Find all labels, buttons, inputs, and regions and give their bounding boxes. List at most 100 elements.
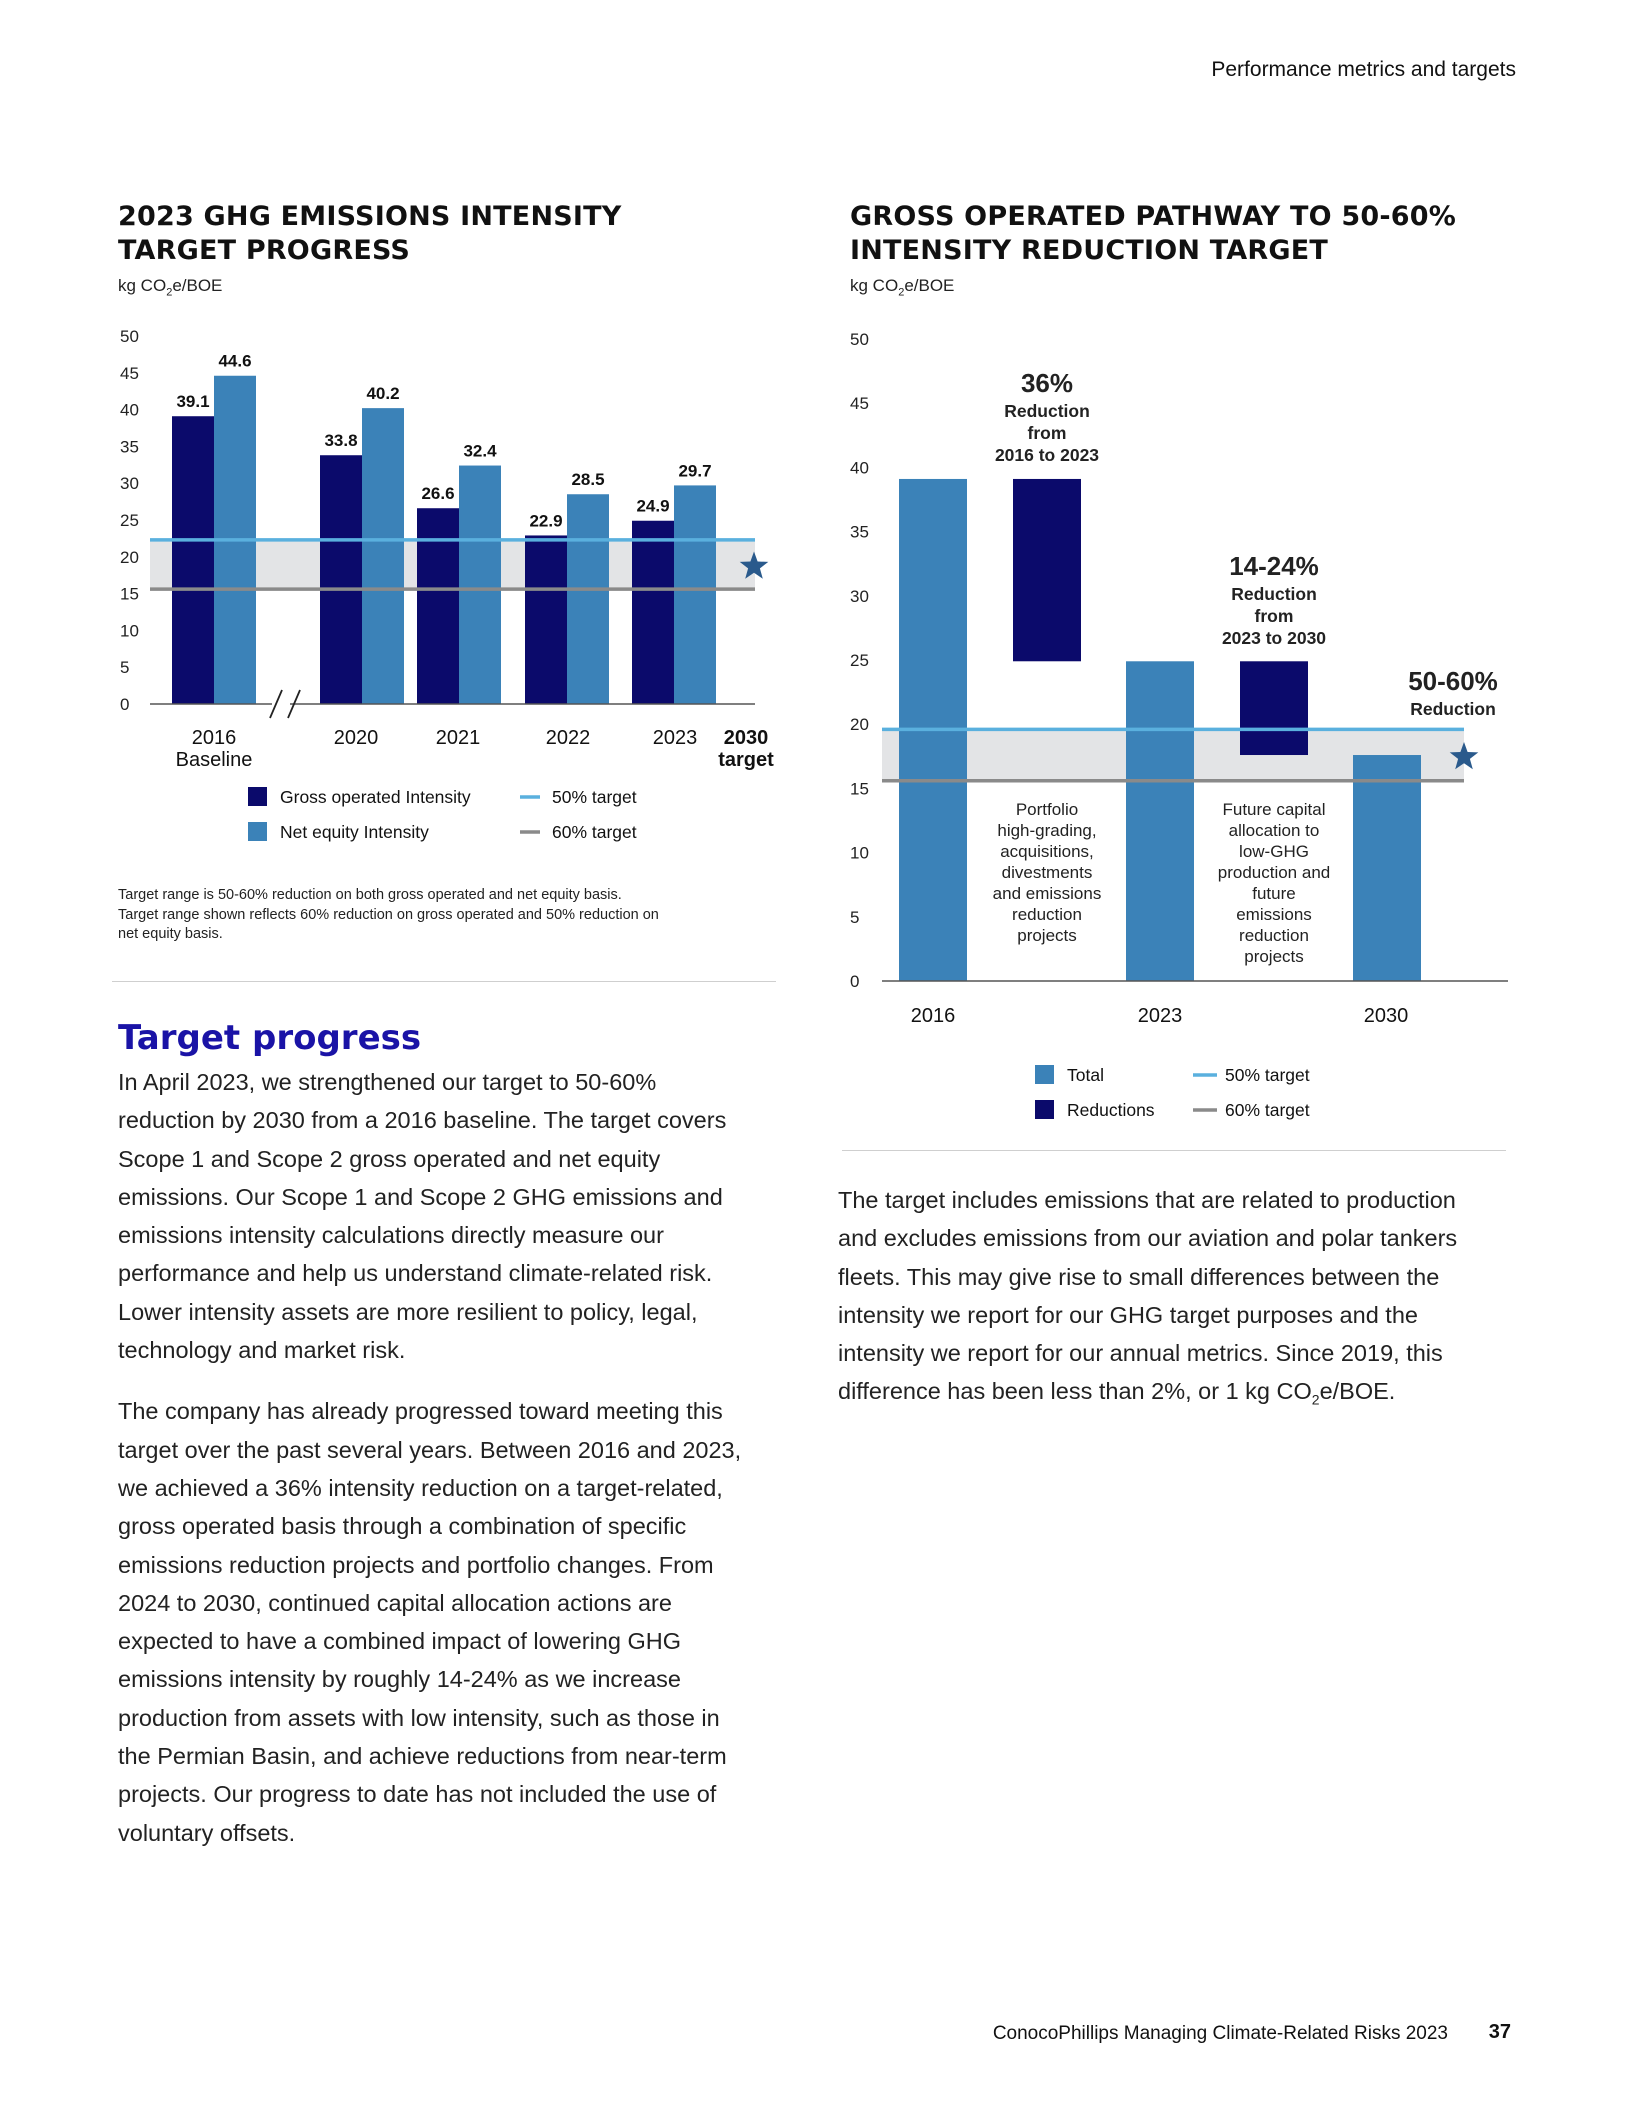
bar-note-text: reduction xyxy=(1012,905,1082,924)
text-line: emissions intensity calculations directl… xyxy=(118,1222,664,1249)
annotation-text: from xyxy=(1028,423,1067,443)
legend-swatch xyxy=(1035,1100,1054,1119)
gross-operated-bar xyxy=(172,416,214,704)
y-tick-label: 35 xyxy=(120,437,139,456)
x-tick-label: target xyxy=(718,749,774,771)
legend-label: 50% target xyxy=(1225,1065,1310,1085)
text-line: reduction by 2030 from a 2016 baseline. … xyxy=(118,1107,727,1134)
bar-note-text: allocation to xyxy=(1229,821,1320,840)
net-equity-bar xyxy=(362,408,404,704)
text-line: intensity we report for our annual metri… xyxy=(838,1340,1443,1367)
y-tick-label: 0 xyxy=(120,695,129,714)
data-label: 29.7 xyxy=(678,461,711,480)
bar-note-text: low-GHG xyxy=(1239,842,1309,861)
text-line: technology and market risk. xyxy=(118,1337,406,1364)
bar-note-text: reduction xyxy=(1239,926,1309,945)
y-tick-label: 45 xyxy=(850,394,869,413)
legend-label: 60% target xyxy=(1225,1100,1310,1120)
y-tick-label: 40 xyxy=(120,401,139,420)
left-chart: 0 5 10 15 20 25 30 35 40 45 50 39.1 33.8 26.6 22.9 24.9… xyxy=(120,327,774,842)
y-tick-label: 30 xyxy=(850,587,869,606)
gross-operated-bar xyxy=(525,535,567,704)
bar-note-text: divestments xyxy=(1002,863,1093,882)
x-tick-label: 2023 xyxy=(653,727,698,749)
text-line: In April 2023, we strengthened our targe… xyxy=(118,1069,657,1095)
text-line: The company has already progressed towar… xyxy=(118,1398,723,1425)
bar-note-text: high-grading, xyxy=(997,821,1096,840)
annotation-text: 2016 to 2023 xyxy=(995,445,1099,465)
axis-break-mark xyxy=(269,689,283,719)
bar-note-text: acquisitions, xyxy=(1000,842,1094,861)
x-tick-label: 2030 xyxy=(724,727,769,749)
y-tick-label: 25 xyxy=(850,651,869,670)
y-tick-label: 40 xyxy=(850,458,869,477)
text-line: emissions reduction projects and portfol… xyxy=(118,1551,714,1578)
annotation-percent: 14-24% xyxy=(1229,551,1319,581)
y-tick-label: 50 xyxy=(120,327,139,346)
text-line: The target includes emissions that are r… xyxy=(838,1187,1456,1213)
note-line: Target range is 50-60% reduction on both… xyxy=(118,887,622,903)
paragraph: In April 2023, we strengthened our targe… xyxy=(118,1063,798,1369)
legend-label: Net equity Intensity xyxy=(280,822,429,842)
x-tick-label: 2016 xyxy=(192,727,237,749)
y-tick-label: 50 xyxy=(850,330,869,349)
bar-note-text: Future capital xyxy=(1223,800,1326,819)
legend-swatch xyxy=(1035,1065,1054,1084)
left-chart-notes: Target range is 50-60% reduction on both… xyxy=(118,886,798,945)
legend-label: Gross operated Intensity xyxy=(280,787,471,807)
text-line: fleets. This may give rise to small diff… xyxy=(838,1263,1440,1290)
right-chart-unit: kg CO2e/BOE xyxy=(850,276,955,299)
legend-label: Total xyxy=(1067,1065,1104,1085)
data-label: 44.6 xyxy=(218,352,251,371)
legend-label: 50% target xyxy=(552,787,637,807)
text-line: 2024 to 2030, continued capital allocati… xyxy=(118,1589,672,1616)
target-progress-body: In April 2023, we strengthened our targe… xyxy=(118,1063,798,1875)
text-line: difference has been less than 2%, or 1 k… xyxy=(838,1378,1396,1409)
x-tick-label: 2023 xyxy=(1138,1005,1183,1027)
annotation-text: Reduction xyxy=(1410,699,1496,719)
y-tick-label: 45 xyxy=(120,364,139,383)
bar-note-text: emissions xyxy=(1236,905,1312,924)
text-line: Lower intensity assets are more resilien… xyxy=(118,1298,698,1325)
text-line: we achieved a 36% intensity reduction on… xyxy=(118,1474,723,1501)
bar-note-text: future xyxy=(1252,884,1295,903)
text-line: Scope 1 and Scope 2 gross operated and n… xyxy=(118,1145,661,1172)
annotation-text: Reduction xyxy=(1004,401,1090,421)
right-chart-title: GROSS OPERATED PATHWAY TO 50-60% INTENSI… xyxy=(850,201,1456,266)
data-label: 39.1 xyxy=(176,392,209,411)
data-label: 28.5 xyxy=(571,470,604,489)
page-header: Performance metrics and targets xyxy=(1211,58,1516,81)
data-label: 22.9 xyxy=(529,511,562,530)
annotation-text: 2023 to 2030 xyxy=(1222,628,1326,648)
text-line: emissions. Our Scope 1 and Scope 2 GHG e… xyxy=(118,1183,723,1210)
right-divider xyxy=(842,1150,1506,1151)
legend-swatch xyxy=(248,822,267,841)
bar-note-text: Portfolio xyxy=(1016,800,1078,819)
text-line: projects. Our progress to date has not i… xyxy=(118,1781,717,1808)
text-line: production from assets with low intensit… xyxy=(118,1704,720,1731)
x-tick-label: 2022 xyxy=(546,727,591,749)
total-bar xyxy=(1126,661,1194,981)
gross-operated-bar xyxy=(320,455,362,704)
data-label: 32.4 xyxy=(463,442,497,461)
text-line: target over the past several years. Betw… xyxy=(118,1436,742,1463)
y-tick-label: 0 xyxy=(850,972,859,991)
y-tick-label: 10 xyxy=(850,844,869,863)
footer-text: ConocoPhillips Managing Climate-Related … xyxy=(992,2023,1448,2044)
x-tick-label: 2016 xyxy=(911,1005,956,1027)
annotation-percent: 50-60% xyxy=(1408,666,1498,696)
x-tick-label: 2020 xyxy=(334,727,379,749)
y-tick-label: 35 xyxy=(850,523,869,542)
target-star-icon xyxy=(1449,742,1479,770)
gross-operated-bar xyxy=(632,520,674,704)
net-equity-bar xyxy=(567,494,609,704)
y-tick-label: 20 xyxy=(120,548,139,567)
y-tick-label: 15 xyxy=(850,779,869,798)
net-equity-bar xyxy=(459,465,501,704)
paragraph: The company has already progressed towar… xyxy=(118,1392,798,1852)
y-tick-label: 20 xyxy=(850,715,869,734)
bar-note-text: production and xyxy=(1218,863,1330,882)
x-tick-label: 2030 xyxy=(1364,1005,1409,1027)
bar-note-text: and emissions xyxy=(993,884,1102,903)
note-line: net equity basis. xyxy=(118,926,223,942)
